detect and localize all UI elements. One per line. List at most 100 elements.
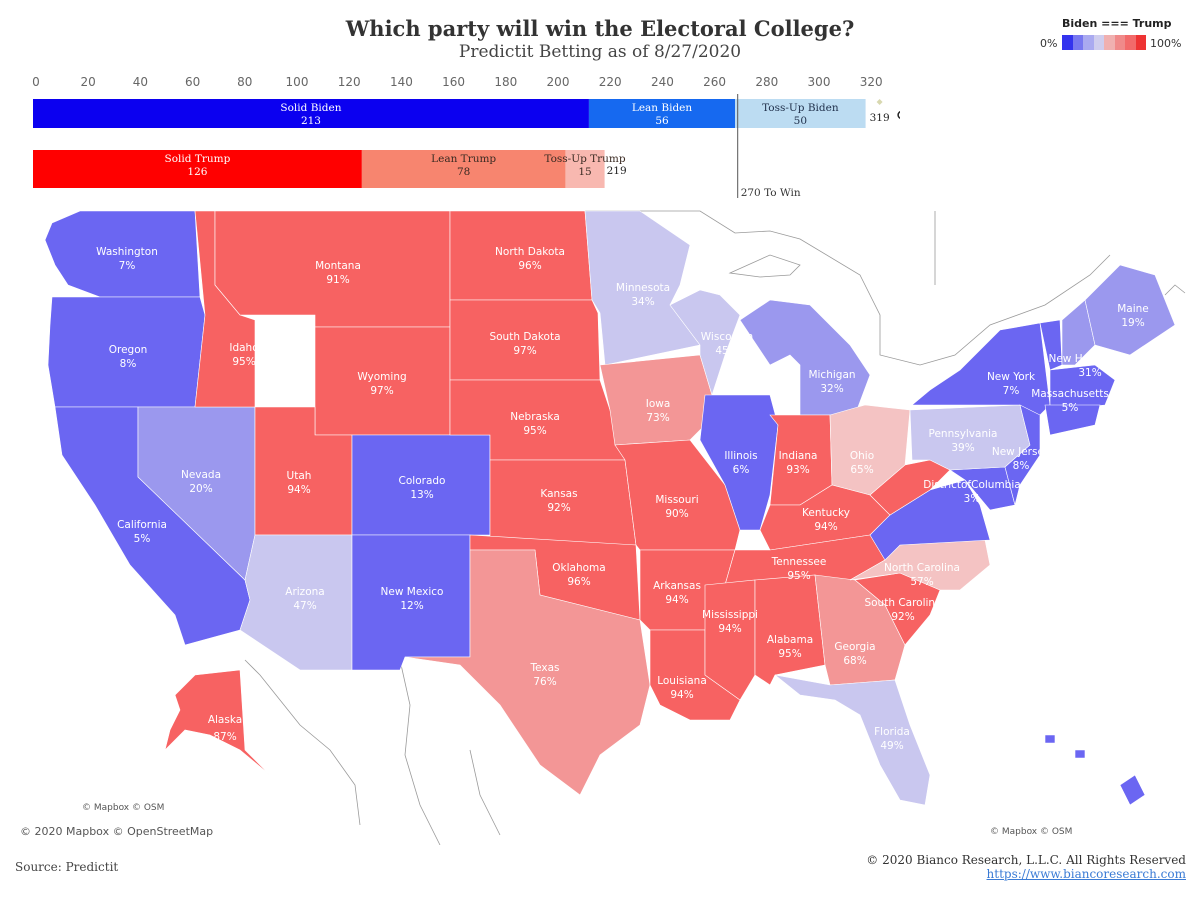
state-pct-label: 94% <box>665 594 688 606</box>
state-pct-label: 94% <box>287 484 310 496</box>
state-maine[interactable] <box>1084 264 1176 356</box>
state-alaska[interactable] <box>164 669 281 786</box>
state-name-label: Idaho <box>229 342 258 354</box>
axis-tick-label: 260 <box>703 75 726 89</box>
state-pct-label: 32% <box>820 383 843 395</box>
state-pct-label: 3% <box>964 493 981 505</box>
trump-segment-value: 126 <box>187 166 207 178</box>
biden-segment-bar[interactable] <box>588 99 736 128</box>
state-new-hampshire[interactable] <box>1061 299 1096 366</box>
state-pct-label: 76% <box>533 676 556 688</box>
state-pct-label: 90% <box>665 508 688 520</box>
state-pct-label: 95% <box>778 648 801 660</box>
biden-segment-value: 56 <box>655 115 669 127</box>
state-pct-label: 73% <box>646 412 669 424</box>
state-name-label: Oklahoma <box>552 562 605 574</box>
website-link[interactable]: https://www.biancoresearch.com <box>986 867 1186 881</box>
biden-segment-value: 50 <box>794 115 807 127</box>
state-name-label: South Dakota <box>489 331 560 343</box>
state-name-label: California <box>117 519 167 531</box>
us-state-map: Washington 7% Oregon 8% California 5% Nevada 20… <box>44 210 1186 845</box>
state-pct-label: 57% <box>910 576 933 588</box>
trump-segment-value: 15 <box>578 166 591 178</box>
state-name-label: Louisiana <box>657 675 707 687</box>
state-south-dakota[interactable] <box>449 299 601 381</box>
chart-title: Which party will win the Electoral Colle… <box>345 16 855 41</box>
axis-tick-label: 280 <box>755 75 778 89</box>
mexico-border-east <box>469 749 501 836</box>
axis-tick-label: 180 <box>494 75 517 89</box>
state-name-label: North Dakota <box>495 246 565 258</box>
trump-segment-bar[interactable] <box>33 150 362 188</box>
axis-tick-label: 40 <box>133 75 148 89</box>
legend-swatch <box>1083 35 1094 50</box>
state-alabama[interactable] <box>754 574 826 686</box>
state-pct-label: 87% <box>213 731 236 743</box>
state-pct-label: 6% <box>733 464 750 476</box>
state-pct-label: 96% <box>518 260 541 272</box>
state-pct-label: 47% <box>293 600 316 612</box>
state-pct-label: 7% <box>1003 385 1020 397</box>
state-hawaii-islands-2[interactable] <box>1044 734 1056 744</box>
state-pct-label: 94% <box>814 521 837 533</box>
axis-tick-label: 80 <box>237 75 252 89</box>
biden-total-diamond <box>876 99 883 105</box>
axis-tick-label: 100 <box>286 75 309 89</box>
state-name-label: Nevada <box>181 469 221 481</box>
state-name-label: Montana <box>315 260 361 272</box>
state-labels: Washington 7% Oregon 8% California 5% Nevada 20… <box>96 246 1149 752</box>
state-pct-label: 68% <box>843 655 866 667</box>
state-name-label: Kentucky <box>802 507 850 519</box>
state-pct-label: 91% <box>326 274 349 286</box>
state-pct-label: 45% <box>715 345 738 357</box>
state-name-label: Arizona <box>285 586 324 598</box>
state-new-jersey[interactable] <box>1004 404 1041 506</box>
state-pct-label: 97% <box>513 345 536 357</box>
state-name-label: Missouri <box>655 494 698 506</box>
state-pct-label: 7% <box>119 260 136 272</box>
state-pct-label: 34% <box>631 296 654 308</box>
biden-segment-bar[interactable] <box>33 99 589 128</box>
axis-tick-label: 200 <box>547 75 570 89</box>
state-pct-label: 96% <box>567 576 590 588</box>
state-name-label: Kansas <box>540 488 577 500</box>
state-name-label: Colorado <box>399 475 446 487</box>
state-pct-label: 49% <box>880 740 903 752</box>
biden-segment-bar[interactable] <box>735 99 866 128</box>
state-pct-label: 20% <box>189 483 212 495</box>
chart-subtitle: Predictit Betting as of 8/27/2020 <box>458 42 742 62</box>
state-hawaii[interactable] <box>1119 774 1146 806</box>
state-hawaii-islands[interactable] <box>1074 749 1086 759</box>
biden-total-label: 319 <box>870 112 890 124</box>
trump-segment-bar[interactable] <box>361 150 566 188</box>
state-name-label: Oregon <box>109 344 148 356</box>
state-name-label: Wisconsin <box>701 331 753 343</box>
state-name-label: New Hampshire <box>1048 353 1131 365</box>
electoral-bar-chart: 0 20 40 60 80 100 120 140 160 180 200 220 240 260 280 3… <box>32 75 900 199</box>
axis-tick-label: 140 <box>390 75 413 89</box>
state-name-label: Illinois <box>724 450 757 462</box>
source-note: Source: Predictit <box>15 860 119 874</box>
trump-segment-bar[interactable] <box>565 150 605 188</box>
mexico-border-west <box>244 659 361 826</box>
state-name-label: Massachusetts <box>1031 388 1109 400</box>
state-wisconsin[interactable] <box>669 289 741 397</box>
legend-swatch <box>1125 35 1136 50</box>
biden-segment-label: Lean Biden <box>632 102 693 114</box>
canada-border-line <box>585 210 1111 366</box>
state-pct-label: 13% <box>410 489 433 501</box>
state-pct-label: 19% <box>1121 317 1144 329</box>
state-name-label: Mississippi <box>702 609 758 621</box>
state-name-label: Georgia <box>834 641 875 653</box>
state-name-label: Tennessee <box>771 556 827 568</box>
state-florida[interactable] <box>774 674 931 806</box>
basemap-outlines <box>244 210 1186 845</box>
legend-high-label: 100% <box>1150 37 1182 50</box>
state-name-label: Iowa <box>646 398 671 410</box>
state-connecticut-ri[interactable] <box>1044 404 1101 436</box>
trump-segment-label: Toss-Up Trump <box>544 153 625 165</box>
map-attribution-inset-left: © Mapbox © OSM <box>82 803 165 813</box>
state-pct-label: 5% <box>1062 402 1079 414</box>
state-name-label: Pennsylvania <box>929 428 998 440</box>
state-texas[interactable] <box>404 549 651 796</box>
